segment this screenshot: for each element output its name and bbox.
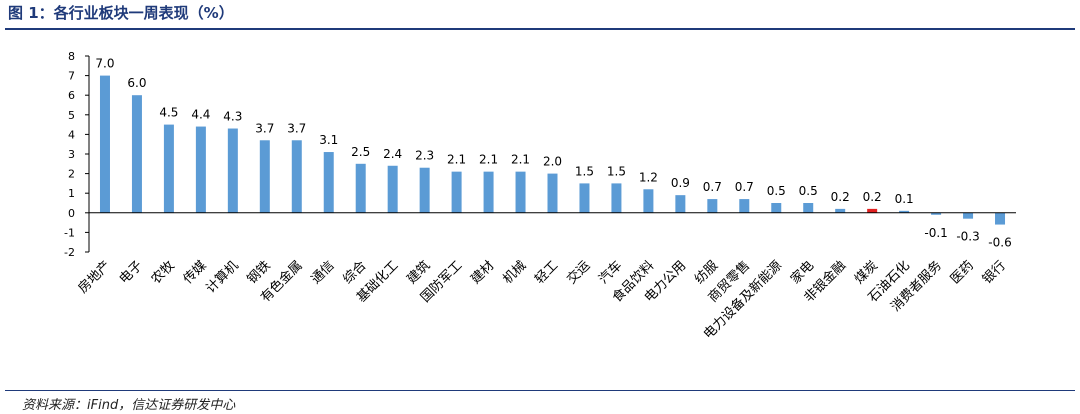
bar (323, 152, 334, 213)
y-tick-label: 8 (68, 50, 75, 63)
bar (611, 183, 622, 213)
bar (995, 212, 1006, 225)
category-label: 电子 (117, 258, 146, 287)
data-label: 0.9 (671, 176, 690, 190)
data-label: 0.2 (863, 190, 882, 204)
bar (803, 203, 814, 213)
bar (675, 195, 686, 213)
data-label: 3.7 (287, 121, 306, 135)
data-label: 4.4 (191, 108, 210, 122)
data-label: -0.1 (924, 226, 947, 240)
data-label: 1.5 (575, 164, 594, 178)
category-label: 建材 (468, 258, 497, 287)
category-label: 房地产 (75, 258, 114, 297)
bar (643, 189, 654, 213)
data-label: 7.0 (95, 57, 114, 71)
data-label: 0.5 (767, 184, 786, 198)
y-tick-label: -1 (64, 226, 75, 239)
bar (483, 171, 494, 213)
data-label: 0.1 (895, 192, 914, 206)
bar (227, 128, 238, 213)
category-label: 机械 (500, 258, 529, 287)
data-label: 0.2 (831, 190, 850, 204)
bar (355, 163, 366, 213)
bar (387, 165, 398, 213)
bar (195, 126, 206, 213)
bar (867, 208, 878, 213)
y-tick-label: 5 (68, 109, 75, 122)
data-label: 0.7 (703, 180, 722, 194)
bar (163, 124, 174, 213)
data-label: 6.0 (127, 76, 146, 90)
y-tick-label: 4 (68, 128, 75, 141)
bar (131, 95, 142, 213)
data-label: 2.5 (351, 145, 370, 159)
data-label: 2.4 (383, 147, 402, 161)
bar (707, 199, 718, 213)
data-label: -0.3 (956, 230, 979, 244)
data-label: 0.7 (735, 180, 754, 194)
data-label: -0.6 (988, 236, 1011, 250)
y-tick-label: -2 (64, 246, 75, 259)
data-label: 2.1 (511, 153, 530, 167)
source-note: 资料来源：iFind，信达证券研发中心 (22, 398, 236, 413)
bar (899, 210, 910, 213)
category-label: 轻工 (532, 258, 561, 287)
bar (259, 140, 270, 213)
data-label: 2.1 (447, 153, 466, 167)
y-tick-label: 7 (68, 70, 75, 83)
data-label: 3.7 (255, 121, 274, 135)
bar (515, 171, 526, 213)
bar (835, 208, 846, 213)
y-tick-label: 6 (68, 89, 75, 102)
bar (419, 167, 430, 213)
category-label: 通信 (309, 258, 338, 287)
bar (579, 183, 590, 213)
bar (963, 212, 974, 219)
data-label: 3.1 (319, 133, 338, 147)
bar (739, 199, 750, 213)
category-label: 交运 (564, 258, 594, 288)
bar (99, 75, 110, 213)
y-tick-label: 1 (68, 187, 75, 200)
y-tick-label: 2 (68, 168, 75, 181)
data-label: 1.2 (639, 170, 658, 184)
bar (931, 212, 942, 215)
data-label: 2.1 (479, 153, 498, 167)
figure-title: 图 1：各行业板块一周表现（%） (8, 4, 234, 22)
category-label: 银行 (980, 258, 1009, 287)
data-label: 4.5 (159, 106, 178, 120)
data-label: 1.5 (607, 164, 626, 178)
bar (547, 173, 558, 213)
data-label: 2.3 (415, 149, 434, 163)
data-label: 2.0 (543, 155, 562, 169)
footer-divider (5, 390, 1075, 391)
bar (291, 140, 302, 213)
y-tick-label: 0 (68, 207, 75, 220)
title-divider (5, 28, 1075, 30)
category-label: 农牧 (149, 258, 178, 287)
data-label: 0.5 (799, 184, 818, 198)
bar (451, 171, 462, 213)
y-tick-label: 3 (68, 148, 75, 161)
data-label: 4.3 (223, 110, 242, 124)
category-label: 医药 (948, 258, 977, 287)
category-label: 计算机 (203, 258, 241, 296)
bar (771, 203, 782, 213)
bar-chart: -2-10123456787.0房地产6.0电子4.5农牧4.4传媒4.3计算机… (64, 50, 1016, 342)
